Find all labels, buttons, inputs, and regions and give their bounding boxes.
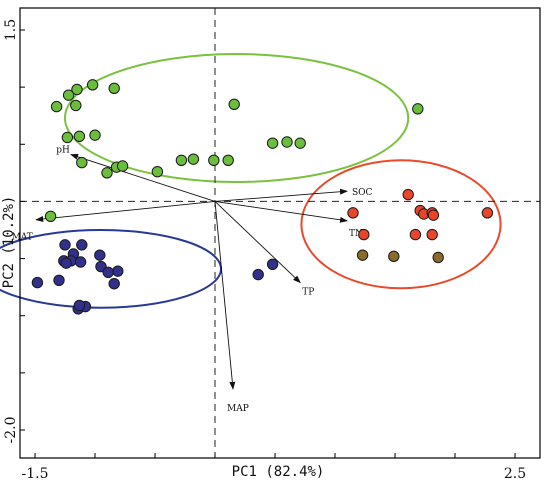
point-group2-17 <box>73 299 86 312</box>
point-group2-11 <box>108 278 120 290</box>
point-group1-11 <box>412 103 424 115</box>
group-ellipse-3 <box>300 159 502 290</box>
vector-tn <box>214 200 348 223</box>
point-group2-18 <box>266 258 279 270</box>
vector-ph <box>70 153 216 202</box>
reference-lines <box>20 8 540 458</box>
plot-frame <box>19 7 541 459</box>
point-group1-2 <box>62 89 75 101</box>
axis-ticks: -1.5 2.5 1.5 -2.0 <box>3 19 526 482</box>
point-group1-6 <box>70 99 82 112</box>
point-group1-24 <box>44 210 57 222</box>
point-group1-17 <box>175 154 188 166</box>
point-group1-20 <box>222 154 234 166</box>
point-group1-21 <box>266 137 279 149</box>
x-tick-label-min: -1.5 <box>22 466 49 482</box>
vector-label-ph: pH <box>56 146 70 156</box>
point-group1-18 <box>187 153 200 165</box>
x-tick-label-max: 2.5 <box>504 466 526 482</box>
point-group3-10 <box>426 228 438 241</box>
point-group1-19 <box>208 154 220 166</box>
point-group1-9 <box>89 129 101 141</box>
point-group3-8 <box>358 228 370 241</box>
vector-map <box>214 201 236 390</box>
point-group1-5 <box>108 82 120 94</box>
point-group1-3 <box>71 83 83 96</box>
point-group1-4 <box>86 79 99 91</box>
point-group2-1 <box>76 239 88 251</box>
point-group1-8 <box>73 130 86 142</box>
group-ellipse-1 <box>64 53 410 183</box>
point-group2-14 <box>53 274 65 286</box>
point-group1-13 <box>101 167 113 179</box>
group-ellipse-2 <box>0 229 222 309</box>
vector-label-soc: SOC <box>352 188 373 198</box>
vector-mat <box>35 200 216 222</box>
point-group2-3 <box>59 239 71 251</box>
point-group1-15 <box>116 160 129 172</box>
vector-soc <box>214 188 348 202</box>
point-group2-12 <box>102 266 114 278</box>
vector-label-map: MAP <box>227 404 249 414</box>
vector-label-tp: TP <box>302 288 314 298</box>
y-tick-label-max: 1.5 <box>3 19 19 41</box>
y-tick-label-min: -2.0 <box>3 417 19 444</box>
point-group1-22 <box>281 136 293 148</box>
point-group3-2 <box>347 207 359 219</box>
point-group4-3 <box>432 251 444 264</box>
point-group1-7 <box>61 131 74 144</box>
point-group2-13 <box>31 276 44 289</box>
point-group4-2 <box>388 250 400 262</box>
point-group4-1 <box>356 249 369 261</box>
point-group2-6 <box>74 256 87 268</box>
loading-vectors: SOC pH MAT TN TP MAP <box>12 146 373 414</box>
point-group1-16 <box>151 166 164 178</box>
point-group3-6 <box>481 207 494 219</box>
point-group3-1 <box>402 188 414 201</box>
point-group2-7 <box>60 257 72 269</box>
point-group1-1 <box>50 100 63 113</box>
group-ellipses <box>0 53 502 309</box>
point-group1-23 <box>294 137 306 149</box>
point-group2-10 <box>112 265 124 277</box>
point-group3-7 <box>427 209 440 221</box>
vector-label-tn: TN <box>349 229 363 239</box>
vector-label-mat: MAT <box>12 233 33 243</box>
vector-tp <box>214 201 301 284</box>
point-group1-12 <box>76 156 88 169</box>
point-group2-19 <box>252 268 264 281</box>
point-group2-8 <box>94 249 106 261</box>
y-axis-title: PC2 (10.2%) <box>1 196 17 289</box>
x-axis-title: PC1 (82.4%) <box>232 464 325 480</box>
sample-points <box>31 79 494 315</box>
point-group1-10 <box>228 98 240 110</box>
point-group3-9 <box>409 228 422 241</box>
